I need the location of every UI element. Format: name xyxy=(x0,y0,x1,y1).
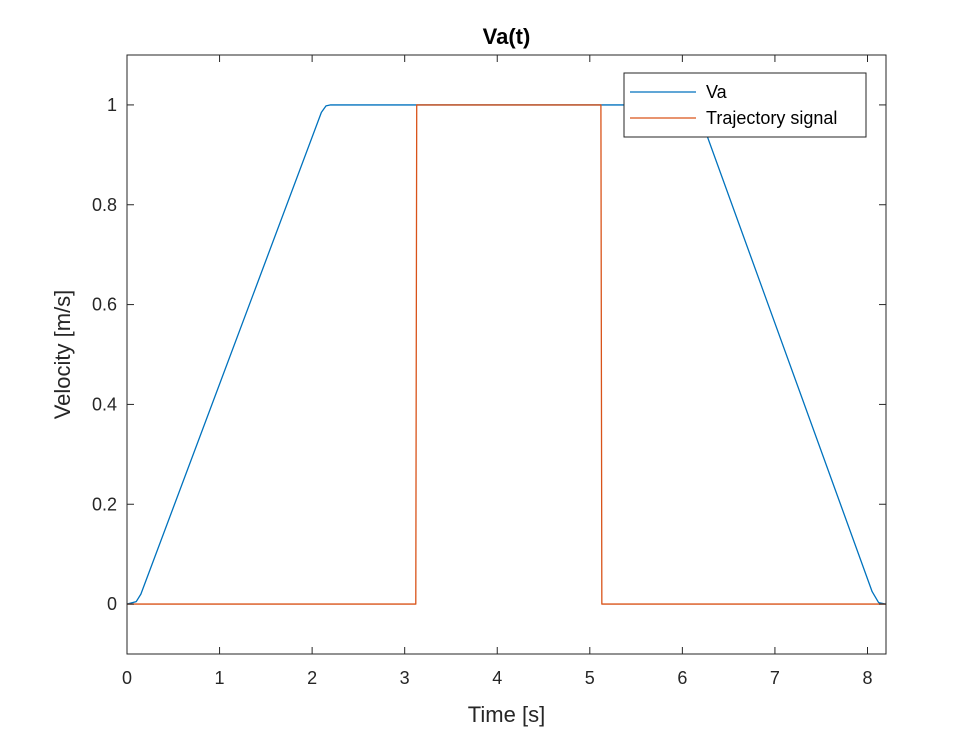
series-line-trajectory-signal xyxy=(127,104,886,605)
legend-label: Va xyxy=(706,82,728,102)
x-tick-label: 1 xyxy=(215,668,225,688)
legend-label: Trajectory signal xyxy=(706,108,837,128)
y-tick-label: 0.6 xyxy=(92,295,117,315)
chart-title: Va(t) xyxy=(483,24,531,49)
axes-layer: 0 1 2 3 4 5 6 7 8 0 0.2 0.4 0.6 0.8 1 xyxy=(92,54,887,688)
x-tick-label: 3 xyxy=(400,668,410,688)
y-tick-label: 1 xyxy=(107,95,117,115)
y-tick-label: 0.8 xyxy=(92,195,117,215)
series-layer xyxy=(126,104,887,605)
x-axis-label: Time [s] xyxy=(468,702,545,727)
y-tick-label: 0 xyxy=(107,594,117,614)
series-line-va xyxy=(126,104,887,605)
legend: Va Trajectory signal xyxy=(623,72,867,138)
y-tick-label: 0.4 xyxy=(92,394,117,414)
x-tick-label: 7 xyxy=(770,668,780,688)
x-tick-label: 5 xyxy=(585,668,595,688)
plot-area xyxy=(127,55,886,654)
axes-box xyxy=(126,54,887,655)
plot-background xyxy=(127,55,886,654)
x-tick-label: 2 xyxy=(307,668,317,688)
y-axis-label: Velocity [m/s] xyxy=(50,290,75,420)
y-tick-label: 0.2 xyxy=(92,494,117,514)
x-tick-label: 0 xyxy=(122,668,132,688)
x-tick-label: 8 xyxy=(862,668,872,688)
x-tick-label: 4 xyxy=(492,668,502,688)
legend-box xyxy=(623,72,867,138)
x-tick-label: 6 xyxy=(677,668,687,688)
